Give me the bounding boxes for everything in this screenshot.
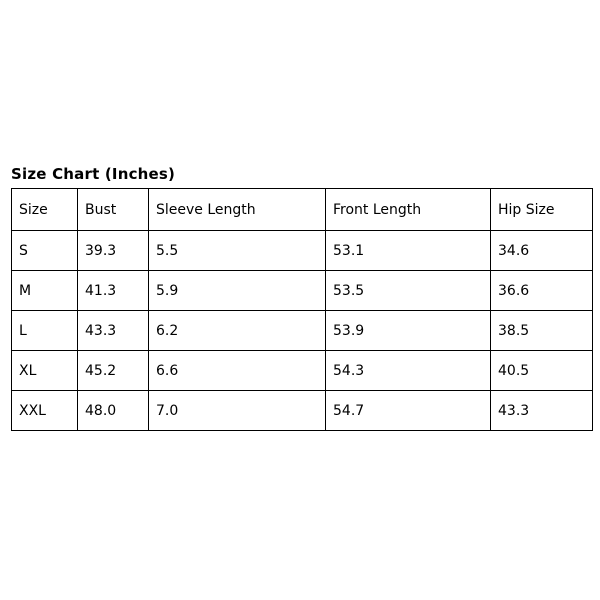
cell-bust: 41.3: [77, 270, 149, 311]
cell-hip: 43.3: [490, 390, 593, 431]
cell-front: 53.5: [325, 270, 491, 311]
header-front-length: Front Length: [325, 188, 491, 231]
size-chart-title: Size Chart (Inches): [11, 165, 176, 183]
table-row-xl: XL 45.2 6.6 54.3 40.5: [11, 350, 593, 391]
table-row-xxl: XXL 48.0 7.0 54.7 43.3: [11, 390, 593, 431]
cell-size: S: [11, 230, 78, 271]
cell-size: XXL: [11, 390, 78, 431]
header-size: Size: [11, 188, 78, 231]
header-sleeve-length: Sleeve Length: [148, 188, 326, 231]
cell-bust: 45.2: [77, 350, 149, 391]
header-bust: Bust: [77, 188, 149, 231]
table-row-l: L 43.3 6.2 53.9 38.5: [11, 310, 593, 351]
cell-front: 54.3: [325, 350, 491, 391]
cell-hip: 36.6: [490, 270, 593, 311]
cell-front: 53.9: [325, 310, 491, 351]
cell-front: 53.1: [325, 230, 491, 271]
cell-sleeve: 6.2: [148, 310, 326, 351]
size-chart-table: Size Bust Sleeve Length Front Length Hip…: [11, 188, 593, 431]
cell-sleeve: 7.0: [148, 390, 326, 431]
table-row-s: S 39.3 5.5 53.1 34.6: [11, 230, 593, 271]
cell-sleeve: 5.5: [148, 230, 326, 271]
header-row: Size Bust Sleeve Length Front Length Hip…: [11, 188, 593, 231]
cell-bust: 39.3: [77, 230, 149, 271]
cell-sleeve: 5.9: [148, 270, 326, 311]
cell-bust: 48.0: [77, 390, 149, 431]
cell-front: 54.7: [325, 390, 491, 431]
cell-hip: 38.5: [490, 310, 593, 351]
cell-bust: 43.3: [77, 310, 149, 351]
cell-sleeve: 6.6: [148, 350, 326, 391]
table-row-m: M 41.3 5.9 53.5 36.6: [11, 270, 593, 311]
cell-size: XL: [11, 350, 78, 391]
cell-size: L: [11, 310, 78, 351]
cell-hip: 40.5: [490, 350, 593, 391]
cell-size: M: [11, 270, 78, 311]
header-hip-size: Hip Size: [490, 188, 593, 231]
cell-hip: 34.6: [490, 230, 593, 271]
